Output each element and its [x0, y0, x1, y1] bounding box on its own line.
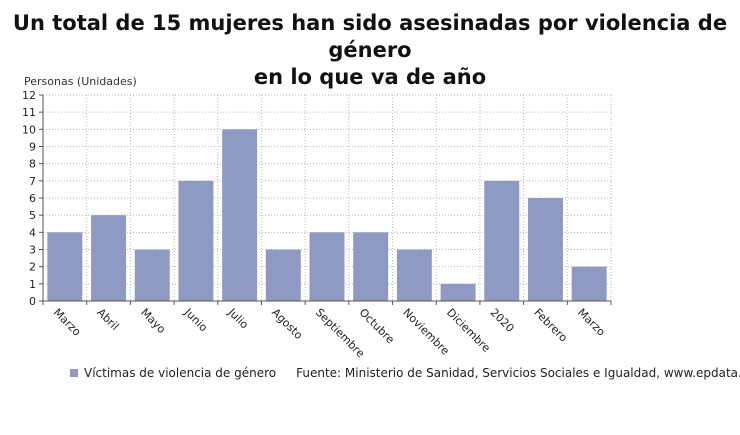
- x-tick-label: 2020: [488, 306, 517, 335]
- legend-swatch: [70, 369, 78, 377]
- x-tick-label: Febrero: [531, 306, 570, 345]
- bar: [440, 283, 476, 301]
- x-tick-label: Octubre: [357, 306, 397, 346]
- chart-title: Un total de 15 mujeres han sido asesinad…: [0, 10, 740, 91]
- bar: [484, 180, 520, 301]
- x-tick-label: Marzo: [575, 306, 608, 339]
- bar: [91, 215, 127, 301]
- legend: Víctimas de violencia de género Fuente: M…: [70, 366, 740, 380]
- y-tick-label: 1: [29, 278, 36, 291]
- x-tick-label: Mayo: [138, 306, 168, 336]
- x-tick-labels: Marzo Abril Mayo Junio Julio Agosto Septiembre…: [51, 305, 608, 360]
- x-tick-label: Abril: [94, 306, 121, 333]
- bar: [222, 129, 258, 301]
- bar: [178, 180, 214, 301]
- y-tick-label: 4: [29, 226, 36, 239]
- bar: [265, 249, 301, 301]
- y-tick-label: 0: [29, 295, 36, 308]
- y-tick-label: 11: [22, 106, 36, 119]
- y-tick-label: 12: [22, 89, 36, 102]
- bar: [353, 232, 389, 301]
- bar: [571, 266, 607, 301]
- y-tick-label: 9: [29, 141, 36, 154]
- chart-title-line-1: Un total de 15 mujeres han sido asesinad…: [12, 11, 728, 62]
- y-tick-label: 10: [22, 123, 36, 136]
- x-tick-label: Junio: [181, 305, 210, 334]
- x-tick-label: Agosto: [269, 306, 305, 342]
- bar: [47, 232, 83, 301]
- bar: [309, 232, 345, 301]
- y-tick-label: 7: [29, 175, 36, 188]
- bar: [396, 249, 432, 301]
- source-note: Fuente: Ministerio de Sanidad, Servicios…: [296, 366, 740, 380]
- y-tick-label: 5: [29, 209, 36, 222]
- y-axis-label: Personas (Unidades): [24, 75, 137, 88]
- y-tick-label: 3: [29, 244, 36, 257]
- bar: [134, 249, 170, 301]
- legend-series-label: Víctimas de violencia de género: [84, 366, 277, 380]
- chart-title-line-2: en lo que va de año: [253, 65, 487, 89]
- x-tick-label: Marzo: [51, 306, 84, 339]
- y-tick-label: 6: [29, 192, 36, 205]
- gridlines: [43, 94, 612, 301]
- x-tick-label: Julio: [225, 305, 251, 331]
- axes: [39, 94, 612, 305]
- y-tick-label: 2: [29, 261, 36, 274]
- bars: [47, 129, 607, 301]
- bar: [527, 198, 563, 301]
- y-tick-label: 8: [29, 158, 36, 171]
